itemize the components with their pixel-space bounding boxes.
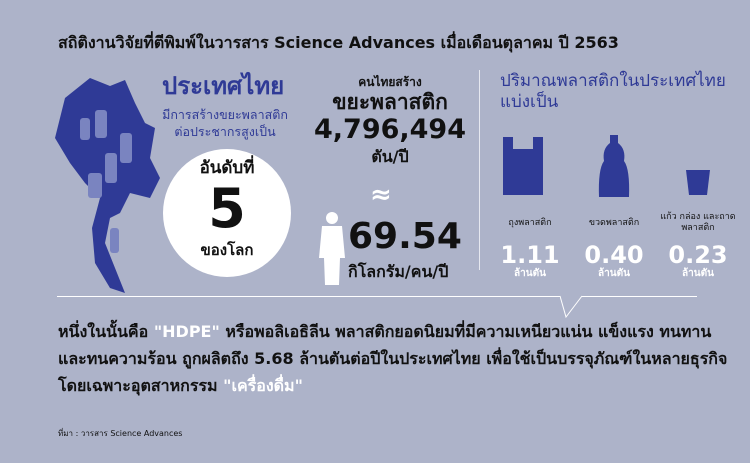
total-unit: ตัน/ปี — [371, 147, 409, 166]
breakdown-bottle: ขวดพลาสติก 0.40 ล้านตัน — [574, 218, 654, 280]
divider — [479, 70, 480, 270]
total-title: ขยะพลาสติก — [332, 90, 448, 114]
item-label: ขวดพลาสติก — [588, 218, 640, 228]
bottle-icon — [598, 135, 630, 197]
breakdown-bag: ถุงพลาสติก 1.11 ล้านตัน — [490, 218, 570, 280]
para-text: เพื่อใช้เป็นบรรจุภัณฑ์ในหลายธุรกิจ โดยเฉ… — [58, 349, 728, 395]
breakdown-title: ปริมาณพลาสติกในประเทศไทยแบ่งเป็น — [500, 71, 726, 112]
item-unit: ล้านตัน — [598, 268, 630, 279]
para-text: หนึ่งในนั้นคือ — [58, 322, 154, 341]
breakdown-cup: แก้ว กล่อง และถาดพลาสติก 0.23 ล้านตัน — [658, 212, 738, 280]
total-prefix: คนไทยสร้าง — [358, 75, 422, 89]
cup-icon — [686, 170, 710, 195]
production-highlight: 5.68 ล้านตันต่อปีในประเทศไทย — [254, 349, 481, 368]
headline: สถิติงานวิจัยที่ตีพิมพ์ในวารสาร Science … — [58, 33, 619, 52]
rank-badge: อันดับที่ 5 ของโลก — [163, 149, 291, 277]
rank-value: 5 — [208, 177, 246, 240]
speech-bubble-tail — [560, 295, 583, 318]
country-title: ประเทศไทย — [162, 72, 285, 100]
country-subtitle: มีการสร้างขยะพลาสติกต่อประชากรสูงเป็น — [162, 107, 288, 139]
item-value: 0.23 — [668, 241, 728, 269]
item-value: 0.40 — [584, 241, 644, 269]
rank-label: อันดับที่ — [199, 158, 255, 178]
item-value: 1.11 — [500, 241, 560, 269]
rank-suffix: ของโลก — [200, 241, 254, 259]
per-capita-value: 69.54 — [348, 216, 462, 257]
thailand-map-icon — [55, 78, 160, 293]
item-unit: ล้านตัน — [514, 268, 546, 279]
approx-sign: ≈ — [370, 180, 392, 210]
speech-bubble-line — [57, 296, 697, 297]
per-capita-unit: กิโลกรัม/คน/ปี — [348, 262, 449, 281]
total-value: 4,796,494 — [313, 114, 467, 145]
hdpe-paragraph: หนึ่งในนั้นคือ "HDPE" หรือพอลิเอธิลีน พล… — [58, 318, 738, 399]
hdpe-highlight: "HDPE" — [153, 322, 220, 341]
item-unit: ล้านตัน — [682, 268, 714, 279]
beverage-highlight: "เครื่องดื่ม" — [223, 376, 303, 395]
plastic-bag-icon — [503, 137, 543, 195]
source-note: ที่มา : วารสาร Science Advances — [58, 429, 183, 438]
item-label: ถุงพลาสติก — [508, 218, 552, 228]
item-label: แก้ว กล่อง และถาดพลาสติก — [660, 212, 736, 233]
person-icon — [319, 212, 345, 285]
para-text: หรือพอลิเอธิลีน พลาสติกยอดนิยมที่มีความเ… — [58, 322, 712, 368]
